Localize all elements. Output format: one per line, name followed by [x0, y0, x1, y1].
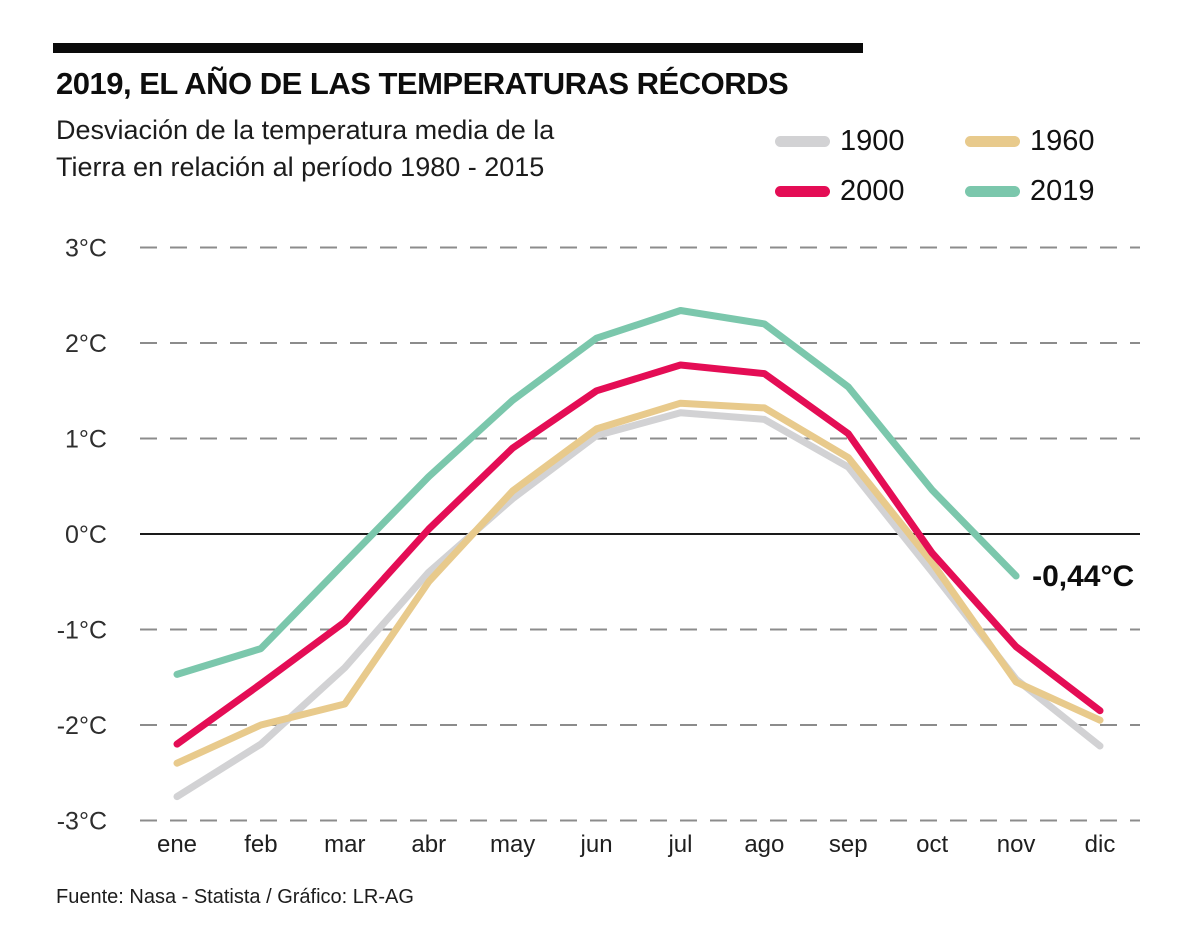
x-axis-month-label: feb: [244, 831, 277, 858]
legend-item-2019: 2019: [965, 174, 1095, 208]
x-axis-month-label: jul: [667, 831, 692, 858]
x-axis-month-label: mar: [324, 831, 365, 858]
legend-item-1960: 1960: [965, 124, 1095, 158]
y-axis-tick-label: 2°C: [65, 330, 107, 358]
annotation-last-value: -0,44°C: [1032, 560, 1134, 593]
legend-swatch-2019: [965, 185, 1020, 197]
x-axis-month-label: dic: [1085, 831, 1116, 858]
series-line-1900: [173, 409, 1104, 801]
legend-label: 2000: [840, 174, 905, 207]
x-axis-month-label: sep: [829, 831, 868, 858]
legend-item-1900: 1900: [775, 124, 965, 158]
legend: 1900 1960 2000 2019: [775, 124, 1095, 208]
subtitle-line-2: Tierra en relación al período 1980 - 201…: [56, 152, 545, 182]
legend-swatch-2000: [775, 185, 830, 197]
x-axis-month-label: ene: [157, 831, 197, 858]
x-axis-month-label: nov: [997, 831, 1036, 858]
subtitle-line-1: Desviación de la temperatura media de la: [56, 115, 555, 145]
accent-bar: [53, 43, 863, 53]
y-axis-tick-label: -2°C: [57, 712, 107, 740]
legend-label: 2019: [1030, 174, 1095, 207]
y-axis-tick-label: -1°C: [57, 617, 107, 645]
series-line-2000: [173, 361, 1104, 748]
y-axis-tick-label: -3°C: [57, 808, 107, 836]
legend-item-2000: 2000: [775, 174, 965, 208]
page-title: 2019, EL AÑO DE LAS TEMPERATURAS RÉCORDS: [56, 66, 789, 101]
legend-swatch-1900: [775, 135, 830, 147]
legend-swatch-1960: [965, 135, 1020, 147]
series-line-1960: [173, 399, 1104, 767]
source-credit: Fuente: Nasa - Statista / Gráfico: LR-AG: [56, 886, 414, 908]
y-axis-tick-label: 3°C: [65, 235, 107, 263]
y-axis-tick-label: 1°C: [65, 426, 107, 454]
x-axis-month-label: jun: [580, 831, 613, 858]
x-axis-month-label: ago: [744, 831, 784, 858]
legend-label: 1900: [840, 124, 905, 157]
chart-subtitle: Desviación de la temperatura media de la…: [56, 112, 554, 186]
series-line-2019: [173, 307, 1020, 678]
x-axis-month-label: abr: [411, 831, 446, 858]
x-axis-month-label: may: [490, 831, 535, 858]
y-axis-tick-label: 0°C: [65, 521, 107, 549]
x-axis-month-label: oct: [916, 831, 948, 858]
legend-label: 1960: [1030, 124, 1095, 157]
